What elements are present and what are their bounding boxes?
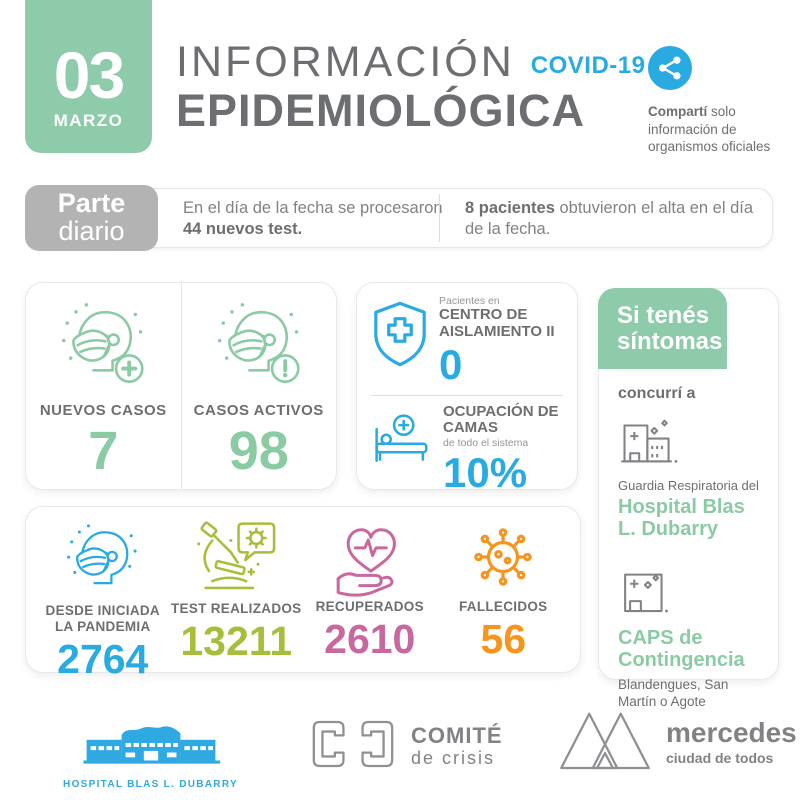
deaths-block: FALLECIDOS 56 xyxy=(437,519,571,660)
mercedes-tagline: ciudad de todos xyxy=(666,750,774,766)
vertical-divider xyxy=(439,194,440,242)
masked-face-icon xyxy=(61,519,145,603)
isolation-center-block: Pacientes en CENTRO DE AISLAMIENTO II 0 xyxy=(371,295,563,386)
hospital-building-icon xyxy=(618,415,764,472)
recovered-value: 2610 xyxy=(324,616,416,662)
share-caption-rest: solo información de organismos oficiales xyxy=(648,104,771,155)
caps-building-icon xyxy=(618,568,764,621)
new-cases-label: NUEVOS CASOS xyxy=(39,402,167,419)
comite-line1: COMITÉ xyxy=(411,723,503,749)
daily-report-pill xyxy=(97,188,773,248)
beds-label: OCUPACIÓN DE CAMAS xyxy=(443,402,559,437)
isolation-value: 0 xyxy=(439,340,463,388)
bed-occupancy-block: OCUPACIÓN DE CAMAS de todo el sistema 10… xyxy=(371,402,563,497)
microscope-icon xyxy=(192,519,280,601)
option2-name: CAPS de Contingencia xyxy=(618,627,745,672)
hospital-logo-label: HOSPITAL BLAS L. DUBARRY xyxy=(63,779,238,790)
option1-pre: Guardia Respiratoria del xyxy=(618,477,759,493)
symptoms-title: Si tenés síntomas xyxy=(598,288,727,369)
badge-line1: Parte xyxy=(57,188,126,218)
pandemic-total-value: 2764 xyxy=(57,635,149,682)
masked-face-plus-icon xyxy=(55,297,151,398)
masked-face-alert-icon xyxy=(211,297,307,398)
tests-processed-pre: En el día de la fecha se procesaron xyxy=(183,199,443,217)
horizontal-divider xyxy=(371,394,563,396)
deaths-value: 56 xyxy=(480,616,527,662)
comite-crisis-logo: COMITÉ de crisis xyxy=(310,718,503,775)
shield-cross-icon xyxy=(371,295,429,374)
comite-brackets-icon xyxy=(310,718,396,775)
share-icon xyxy=(648,46,692,94)
virus-icon xyxy=(465,519,541,595)
tests-processed-text: En el día de la fecha se procesaron 44 n… xyxy=(183,198,451,239)
beds-sub: de todo el sistema xyxy=(443,437,529,450)
cases-card: NUEVOS CASOS 7 xyxy=(25,282,337,490)
tests-label: TEST REALIZADOS xyxy=(170,601,302,616)
share-note: Compartí solo información de organismos … xyxy=(648,46,790,156)
recovered-block: RECUPERADOS 2610 xyxy=(303,519,437,660)
new-cases-block: NUEVOS CASOS 7 xyxy=(26,283,181,489)
totals-card: DESDE INICIADA LA PANDEMIA 2764 xyxy=(25,506,581,679)
tests-value: 13211 xyxy=(180,617,293,664)
mercedes-m-icon xyxy=(556,706,654,779)
capacity-card: Pacientes en CENTRO DE AISLAMIENTO II 0 xyxy=(356,282,578,494)
deaths-label: FALLECIDOS xyxy=(458,599,548,615)
isolation-pre: Pacientes en xyxy=(439,295,500,307)
isolation-label: CENTRO DE AISLAMIENTO II xyxy=(439,306,555,340)
date-month: MARZO xyxy=(53,111,124,130)
badge-line2: diario xyxy=(58,215,125,246)
title-line2: EPIDEMIOLÓGICA xyxy=(176,85,586,137)
date-day: 03 xyxy=(53,38,125,112)
pandemic-total-block: DESDE INICIADA LA PANDEMIA 2764 xyxy=(36,519,170,679)
beds-value: 10% xyxy=(443,449,528,497)
active-cases-value: 98 xyxy=(228,421,289,481)
daily-report-bar: Parte diario En el día de la fecha se pr… xyxy=(25,185,773,251)
tests-processed-bold: 44 nuevos test. xyxy=(183,219,303,238)
title-line1: INFORMACIÓN xyxy=(176,38,515,86)
pandemic-total-label: DESDE INICIADA LA PANDEMIA xyxy=(45,603,160,634)
new-cases-value: 7 xyxy=(88,421,119,481)
mercedes-name: mercedes xyxy=(666,717,797,748)
mercedes-logo: mercedes ciudad de todos xyxy=(556,706,797,779)
active-cases-block: CASOS ACTIVOS 98 xyxy=(180,283,337,489)
heart-hand-icon xyxy=(327,519,413,599)
tests-block: TEST REALIZADOS 13211 xyxy=(170,519,304,664)
discharged-bold: 8 pacientes xyxy=(465,199,555,217)
share-caption: Compartí solo información de organismos … xyxy=(648,103,790,156)
daily-report-badge: Parte diario xyxy=(25,185,158,251)
covid-19-tag: COVID-19 xyxy=(530,52,646,80)
hospital-bed-icon xyxy=(371,404,433,471)
active-cases-label: CASOS ACTIVOS xyxy=(193,402,324,419)
hospital-building-silhouette-icon xyxy=(66,726,236,774)
hospital-logo: HOSPITAL BLAS L. DUBARRY xyxy=(48,708,253,790)
discharged-text: 8 pacientes obtuvieron el alta en el día… xyxy=(465,198,765,239)
option2-sub: Blandengues, San Martín o Agote xyxy=(618,677,729,710)
page-title: INFORMACIÓN COVID-19 EPIDEMIOLÓGICA xyxy=(176,38,646,137)
recovered-label: RECUPERADOS xyxy=(315,599,424,615)
share-caption-bold: Compartí xyxy=(648,104,708,119)
comite-line2: de crisis xyxy=(411,747,496,768)
symptoms-panel: Si tenés síntomas concurrí a xyxy=(598,288,779,709)
option1-name: Hospital Blas L. Dubarry xyxy=(618,496,745,541)
symptoms-intro: concurrí a xyxy=(618,384,696,402)
date-badge: 03 MARZO xyxy=(25,0,152,153)
discharged-rest: obtuvieron el alta en el día de la fecha… xyxy=(465,199,754,238)
